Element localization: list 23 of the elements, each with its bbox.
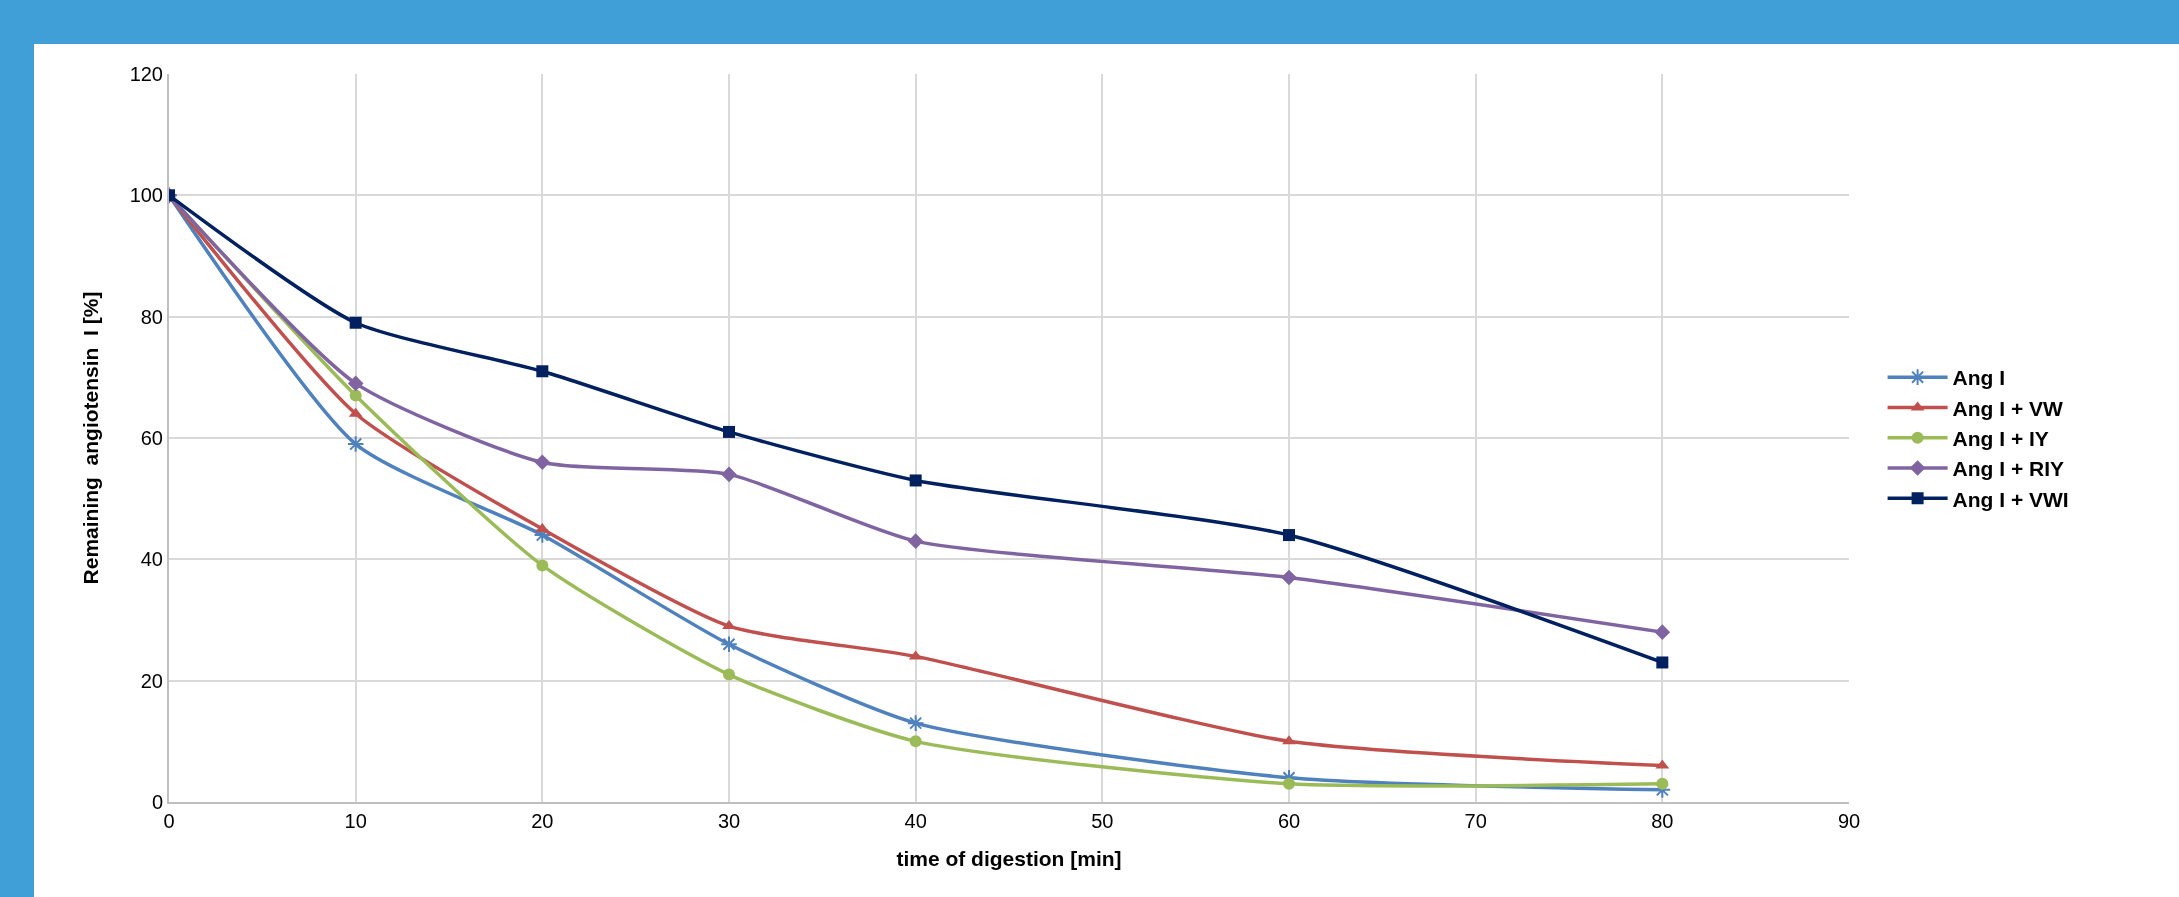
x-tick-label: 90: [1837, 810, 1861, 832]
y-tick-label: 120: [129, 63, 163, 85]
legend-label: Ang I + IY: [1952, 426, 2049, 450]
x-tick-label: 80: [1651, 810, 1674, 832]
legend-label: Ang I + RIY: [1952, 457, 2065, 481]
x-axis-title: time of digestion [min]: [896, 846, 1122, 870]
legend-label: Ang I + VWI: [1952, 487, 2069, 511]
y-tick-label: 60: [140, 427, 163, 449]
x-tick-label: 20: [531, 810, 554, 832]
y-tick-label: 40: [140, 548, 163, 571]
legend-label: Ang I + VW: [1952, 396, 2064, 420]
y-tick-label: 20: [140, 669, 163, 692]
y-axis-title: Remaining angiotensin I [%]: [79, 291, 103, 585]
y-tick-label: 100: [129, 184, 163, 207]
x-tick-label: 70: [1464, 810, 1487, 832]
x-tick-label: 10: [344, 810, 367, 832]
x-tick-label: 50: [1091, 810, 1114, 832]
y-tick-label: 80: [140, 305, 163, 328]
x-tick-label: 30: [717, 810, 741, 832]
legend-label: Ang I: [1952, 366, 2006, 390]
x-tick-label: 60: [1277, 810, 1301, 832]
x-tick-label: 40: [904, 810, 927, 832]
y-tick-label: 0: [151, 791, 163, 813]
